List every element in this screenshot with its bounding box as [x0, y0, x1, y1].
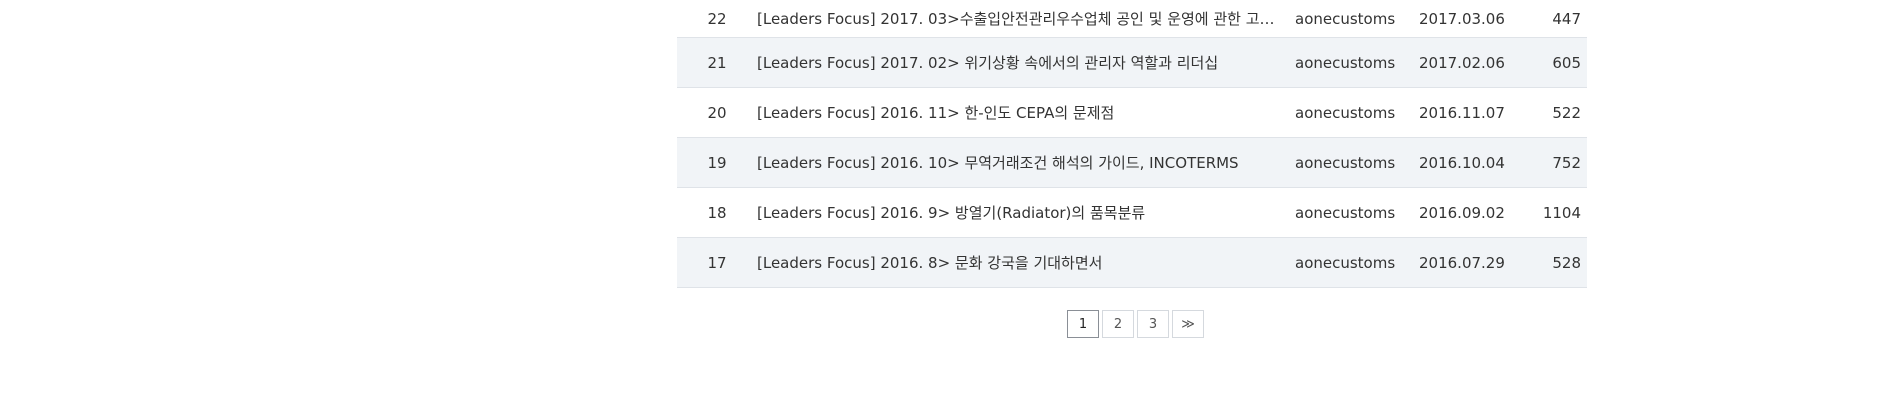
- page-button-2[interactable]: 2: [1102, 310, 1134, 338]
- post-views: 605: [1552, 53, 1581, 72]
- post-author: aonecustoms: [1295, 153, 1396, 172]
- post-author: aonecustoms: [1295, 253, 1396, 272]
- post-date: 2017.02.06: [1419, 53, 1505, 72]
- post-author: aonecustoms: [1295, 103, 1396, 122]
- post-views: 522: [1552, 103, 1581, 122]
- post-number: 20: [707, 103, 727, 122]
- post-title-link[interactable]: [Leaders Focus] 2016. 11> 한-인도 CEPA의 문제점: [757, 104, 1115, 122]
- post-date: 2016.11.07: [1419, 103, 1505, 122]
- post-title-link[interactable]: [Leaders Focus] 2017. 03>수출입안전관리우수업체 공인 …: [757, 10, 1287, 28]
- post-views: 447: [1552, 9, 1581, 28]
- post-author: aonecustoms: [1295, 53, 1396, 72]
- post-number: 22: [707, 9, 727, 28]
- table-row: 18 [Leaders Focus] 2016. 9> 방열기(Radiator…: [677, 188, 1587, 238]
- post-title-link[interactable]: [Leaders Focus] 2016. 9> 방열기(Radiator)의 …: [757, 204, 1146, 222]
- post-views: 528: [1552, 253, 1581, 272]
- post-date: 2017.03.06: [1419, 9, 1505, 28]
- post-date: 2016.09.02: [1419, 203, 1505, 222]
- table-row: 20 [Leaders Focus] 2016. 11> 한-인도 CEPA의 …: [677, 88, 1587, 138]
- table-row: 22 [Leaders Focus] 2017. 03>수출입안전관리우수업체 …: [677, 0, 1587, 38]
- table-row: 21 [Leaders Focus] 2017. 02> 위기상황 속에서의 관…: [677, 38, 1587, 88]
- post-date: 2016.07.29: [1419, 253, 1505, 272]
- next-page-button[interactable]: ≫: [1172, 310, 1204, 338]
- pagination: 1 2 3 ≫: [1067, 310, 1207, 338]
- page-button-1[interactable]: 1: [1067, 310, 1099, 338]
- post-list-table: 22 [Leaders Focus] 2017. 03>수출입안전관리우수업체 …: [677, 0, 1587, 288]
- table-row: 17 [Leaders Focus] 2016. 8> 문화 강국을 기대하면서…: [677, 238, 1587, 288]
- post-title-link[interactable]: [Leaders Focus] 2017. 02> 위기상황 속에서의 관리자 …: [757, 54, 1219, 72]
- post-number: 18: [707, 203, 727, 222]
- post-views: 752: [1552, 153, 1581, 172]
- post-title-link[interactable]: [Leaders Focus] 2016. 8> 문화 강국을 기대하면서: [757, 254, 1103, 272]
- post-views: 1104: [1542, 203, 1581, 222]
- post-author: aonecustoms: [1295, 9, 1396, 28]
- page-button-3[interactable]: 3: [1137, 310, 1169, 338]
- table-row: 19 [Leaders Focus] 2016. 10> 무역거래조건 해석의 …: [677, 138, 1587, 188]
- post-title-link[interactable]: [Leaders Focus] 2016. 10> 무역거래조건 해석의 가이드…: [757, 154, 1239, 172]
- post-number: 21: [707, 53, 727, 72]
- post-number: 19: [707, 153, 727, 172]
- post-author: aonecustoms: [1295, 203, 1396, 222]
- post-date: 2016.10.04: [1419, 153, 1505, 172]
- post-number: 17: [707, 253, 727, 272]
